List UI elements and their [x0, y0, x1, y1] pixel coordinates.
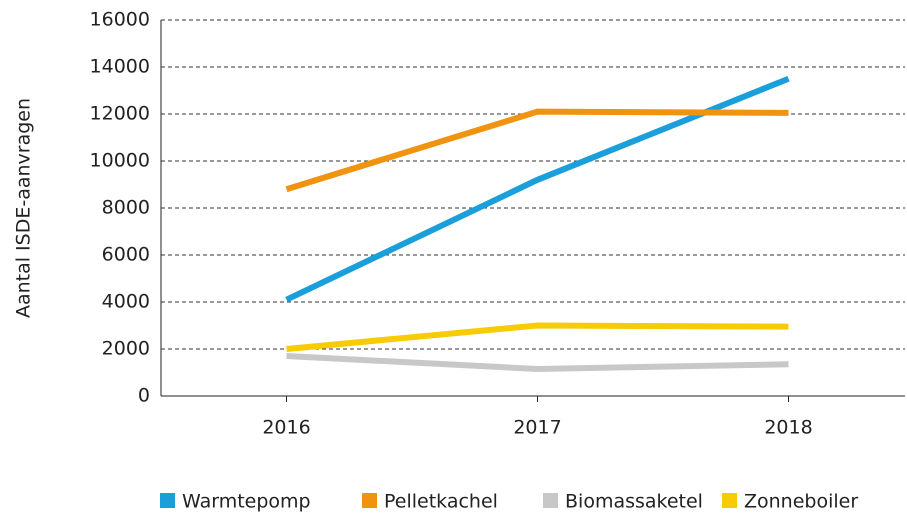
x-tick-label: 2018	[764, 417, 812, 439]
y-tick-label: 16000	[90, 9, 150, 31]
series-line	[286, 322, 789, 352]
y-tick-label: 14000	[90, 56, 150, 78]
y-tick-label: 2000	[102, 338, 150, 360]
legend-label: Zonneboiler	[744, 491, 858, 513]
y-tick-label: 6000	[102, 244, 150, 266]
y-tick-label: 0	[138, 385, 150, 407]
y-axis-label: Aantal ISDE-aanvragen	[13, 98, 35, 318]
legend-label: Biomassaketel	[565, 491, 703, 513]
x-tick-label: 2017	[513, 417, 561, 439]
legend-swatch	[722, 493, 737, 508]
y-tick-label: 10000	[90, 150, 150, 172]
y-tick-label: 4000	[102, 291, 150, 313]
legend-swatch	[543, 493, 558, 508]
legend-swatch	[160, 493, 175, 508]
legend-label: Warmtepomp	[182, 491, 311, 513]
y-tick-label: 12000	[90, 103, 150, 125]
legend-swatch	[362, 493, 377, 508]
legend-label: Pelletkachel	[384, 491, 498, 513]
x-tick-label: 2016	[262, 417, 310, 439]
series-line	[285, 108, 789, 193]
y-tick-label: 8000	[102, 197, 150, 219]
series-line	[286, 353, 789, 372]
